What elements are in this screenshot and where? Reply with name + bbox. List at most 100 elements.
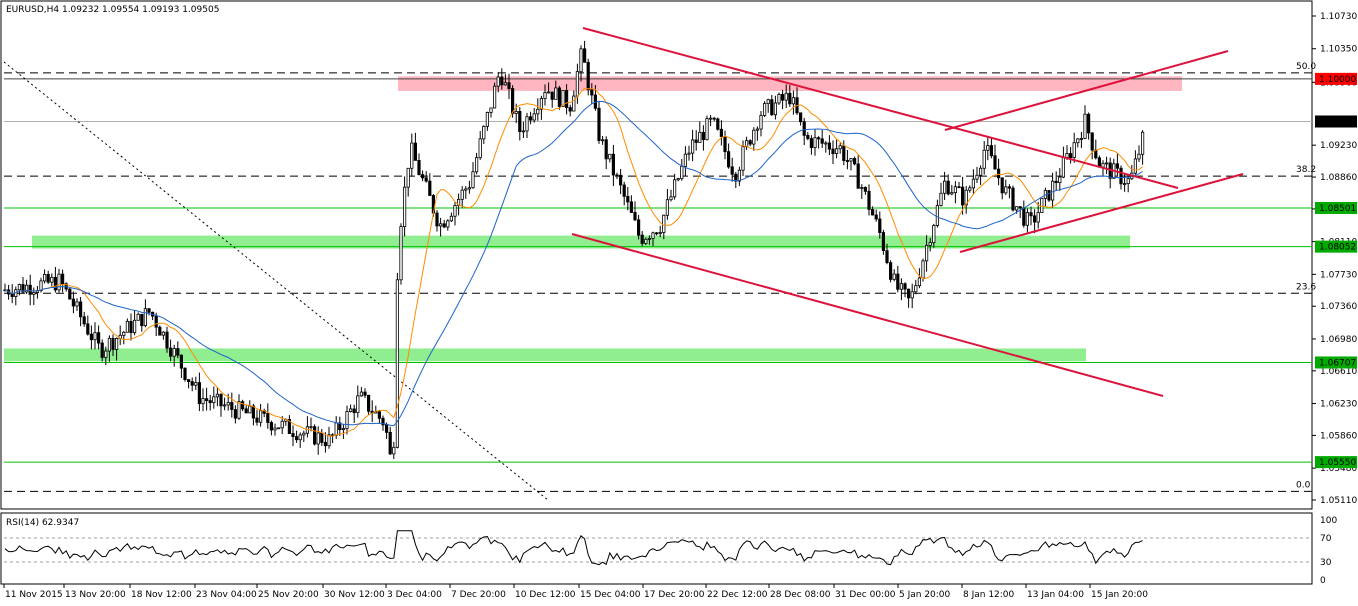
candle-body-292: [1054, 180, 1058, 184]
candle-body-230: [831, 148, 835, 155]
candle-body-252: [910, 291, 914, 299]
candle-body-167: [604, 139, 608, 160]
candle-body-257: [928, 242, 932, 246]
candle-body-153: [554, 87, 558, 100]
candle-body-130: [471, 171, 475, 189]
candle-body-278: [1004, 186, 1008, 194]
candle-body-48: [176, 348, 180, 356]
candle-body-20: [75, 301, 79, 307]
candle-body-166: [601, 139, 605, 142]
candle-body-134: [485, 112, 490, 127]
candle-body-236: [853, 158, 857, 165]
candle-body-155: [561, 90, 565, 107]
y-tick-label-14: 1.05110: [1320, 496, 1357, 506]
candle-body-39: [143, 308, 147, 327]
candle-body-219: [791, 97, 796, 105]
candle-body-311: [1123, 183, 1127, 186]
rsi-label: RSI(14) 62.9347: [6, 518, 79, 528]
x-tick-label-0: 11 Nov 2015: [5, 590, 63, 600]
candle-body-218: [788, 92, 792, 105]
price-badge-0: [1315, 115, 1357, 128]
candle-body-111: [402, 186, 407, 228]
candle-body-99: [359, 391, 364, 397]
y-tick-label-12: 1.05860: [1320, 431, 1357, 441]
candle-body-298: [1076, 138, 1080, 144]
candle-body-136: [492, 85, 497, 109]
candle-body-208: [752, 129, 756, 145]
candle-body-253: [914, 285, 918, 293]
candle-body-193: [698, 131, 702, 143]
x-tick-label-12: 28 Dec 08:00: [770, 590, 831, 600]
candle-body-159: [575, 71, 580, 97]
candle-body-97: [352, 408, 356, 414]
candle-body-59: [215, 393, 219, 398]
x-tick-label-11: 22 Dec 12:00: [707, 590, 768, 600]
candle-body-60: [219, 393, 223, 407]
candle-body-260: [939, 192, 943, 206]
candle-body-180: [651, 232, 655, 239]
candle-body-300: [1083, 113, 1087, 139]
trendline-2: [944, 50, 1229, 131]
candle-body-93: [338, 422, 342, 431]
candle-body-92: [334, 422, 338, 436]
price-badge-4: [1315, 356, 1357, 369]
candle-body-35: [129, 321, 133, 334]
candle-body-171: [619, 174, 623, 186]
candle-body-165: [597, 107, 601, 141]
candle-body-205: [741, 146, 745, 171]
candle-body-200: [723, 136, 727, 153]
candle-body-284: [1025, 212, 1029, 226]
candle-body-51: [186, 379, 191, 382]
candle-body-58: [212, 396, 216, 404]
candle-body-282: [1018, 206, 1022, 209]
candle-body-297: [1072, 142, 1076, 158]
price-badge-label-2: 1.08501: [1319, 204, 1356, 214]
candle-body-128: [464, 188, 468, 191]
candle-body-197: [712, 117, 716, 120]
rsi-tick-3: 0: [1320, 576, 1326, 586]
ma-slow-line: [4, 101, 1143, 427]
candle-body-115: [417, 159, 421, 176]
x-tick-label-6: 3 Dec 04:00: [387, 590, 442, 600]
candle-body-281: [1015, 206, 1019, 211]
candle-body-46: [168, 347, 173, 357]
candle-body-101: [366, 394, 371, 412]
x-tick-label-5: 30 Nov 12:00: [324, 590, 385, 600]
candle-body-198: [716, 118, 720, 130]
candle-body-107: [388, 431, 392, 455]
candle-body-233: [842, 145, 846, 161]
candle-body-178: [644, 238, 648, 244]
rsi-layer: 100 70 30 0: [4, 516, 1337, 586]
candle-body-214: [773, 102, 778, 116]
candle-body-175: [633, 212, 637, 221]
candle-body-283: [1022, 207, 1026, 226]
price-badge-2: [1315, 201, 1357, 214]
x-tick-label-13: 31 Dec 00:00: [835, 590, 896, 600]
candle-body-151: [547, 91, 551, 94]
x-tick-label-9: 15 Dec 04:00: [580, 590, 641, 600]
candle-body-66: [240, 401, 245, 410]
candle-body-290: [1047, 190, 1051, 201]
candle-body-169: [611, 153, 616, 176]
candle-body-312: [1126, 178, 1130, 185]
candle-body-116: [420, 174, 425, 179]
candle-body-121: [438, 223, 443, 227]
candle-body-18: [68, 288, 72, 300]
candle-body-204: [737, 169, 742, 182]
candle-body-95: [345, 411, 349, 429]
candle-body-264: [953, 186, 958, 194]
candle-body-181: [655, 232, 659, 235]
candle-body-16: [61, 273, 65, 285]
price-badge-label-3: 1.08052: [1319, 243, 1356, 253]
candle-body-195: [705, 118, 709, 141]
candle-body-161: [583, 48, 587, 63]
candle-body-177: [640, 234, 644, 244]
candle-body-280: [1011, 187, 1015, 211]
rsi-line: [4, 530, 1143, 566]
candle-body-110: [399, 226, 403, 281]
candle-body-288: [1040, 197, 1044, 213]
candle-body-69: [251, 405, 255, 419]
candle-body-4: [17, 284, 22, 291]
candle-body-223: [806, 134, 810, 139]
candle-body-241: [871, 209, 875, 216]
